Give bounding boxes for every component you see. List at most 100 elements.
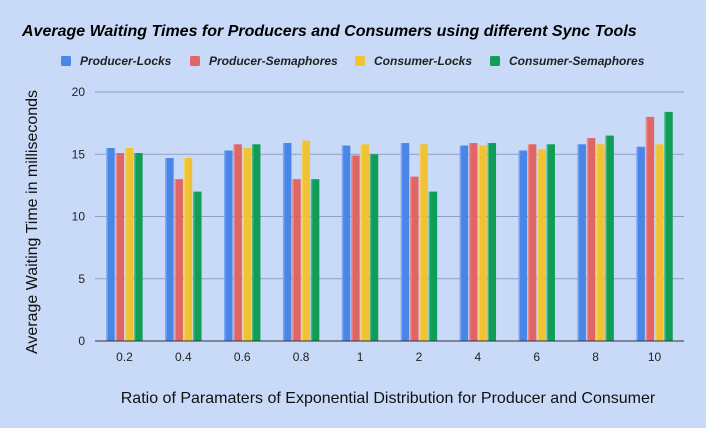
y-tick-label: 10 bbox=[72, 210, 86, 224]
bar bbox=[124, 148, 134, 341]
x-axis-title: Ratio of Paramaters of Exponential Distr… bbox=[121, 390, 656, 407]
bar-highlight bbox=[193, 191, 195, 341]
y-tick-label: 0 bbox=[78, 334, 85, 348]
bar bbox=[369, 154, 379, 341]
bar bbox=[586, 138, 596, 341]
bar bbox=[596, 144, 605, 341]
bar bbox=[351, 155, 360, 341]
bar-highlight bbox=[537, 149, 539, 341]
bar-highlight bbox=[183, 157, 186, 341]
bar-highlight bbox=[468, 143, 471, 341]
bar-highlight bbox=[124, 148, 127, 341]
bar bbox=[400, 143, 410, 341]
bar-highlight bbox=[428, 191, 431, 341]
legend-swatch bbox=[490, 56, 500, 66]
bar-highlight bbox=[605, 135, 607, 341]
bar bbox=[487, 143, 497, 341]
bar bbox=[193, 191, 202, 341]
bar-highlight bbox=[233, 144, 235, 341]
bar bbox=[664, 111, 673, 341]
bar bbox=[134, 153, 143, 341]
bar bbox=[106, 148, 115, 341]
bar-highlight bbox=[224, 150, 226, 341]
bar-highlight bbox=[310, 179, 313, 341]
y-tick-label: 5 bbox=[78, 272, 85, 286]
bar-highlight bbox=[301, 140, 304, 341]
legend-swatch bbox=[355, 56, 365, 66]
bar bbox=[174, 179, 183, 341]
bar bbox=[310, 179, 320, 341]
bar-highlight bbox=[174, 179, 176, 341]
bar bbox=[419, 144, 428, 341]
bar bbox=[537, 149, 546, 341]
bar bbox=[292, 179, 301, 341]
y-tick-label: 20 bbox=[72, 85, 86, 99]
bar bbox=[654, 144, 664, 341]
x-tick-label: 1 bbox=[357, 350, 364, 364]
bar bbox=[251, 144, 261, 341]
x-tick-label: 0.6 bbox=[234, 350, 251, 364]
legend-label: Consumer-Locks bbox=[374, 54, 472, 68]
bar-highlight bbox=[282, 143, 285, 341]
bar-highlight bbox=[478, 145, 480, 341]
bar bbox=[645, 116, 655, 342]
legend-swatch bbox=[61, 56, 71, 66]
bar-highlight bbox=[487, 143, 490, 341]
y-axis-title: Average Waiting Time in milliseconds bbox=[24, 90, 41, 354]
legend-label: Consumer-Semaphores bbox=[509, 54, 645, 68]
bar-highlight bbox=[419, 144, 421, 341]
bar-highlight bbox=[527, 144, 530, 341]
bar-highlight bbox=[115, 153, 118, 341]
legend-label: Producer-Semaphores bbox=[209, 54, 338, 68]
x-tick-label: 2 bbox=[416, 350, 423, 364]
bar bbox=[242, 148, 252, 341]
bar bbox=[341, 145, 351, 341]
legend-label: Producer-Locks bbox=[80, 54, 172, 68]
x-tick-label: 4 bbox=[475, 350, 482, 364]
x-tick-label: 10 bbox=[648, 350, 662, 364]
bar bbox=[468, 143, 478, 341]
bar bbox=[636, 146, 645, 341]
bar-highlight bbox=[636, 146, 638, 341]
bar-highlight bbox=[664, 111, 666, 341]
bar bbox=[360, 144, 369, 341]
bar-highlight bbox=[645, 116, 648, 342]
bar-highlight bbox=[410, 176, 412, 341]
bar-highlight bbox=[596, 144, 598, 341]
bar-highlight bbox=[242, 148, 245, 341]
bar-highlight bbox=[165, 157, 167, 341]
x-axis-ticks: 0.2 0.4 0.6 0.8 1 2 4 6 8 10 bbox=[116, 350, 661, 364]
bar-highlight bbox=[586, 138, 589, 341]
bar bbox=[478, 145, 487, 341]
bar-highlight bbox=[251, 144, 254, 341]
bar-highlight bbox=[577, 144, 579, 341]
bar bbox=[605, 135, 614, 341]
bar-highlight bbox=[341, 145, 344, 341]
bar-highlight bbox=[292, 179, 294, 341]
bar-highlight bbox=[459, 145, 462, 341]
bar bbox=[115, 153, 125, 341]
bar-highlight bbox=[360, 144, 362, 341]
x-tick-label: 0.8 bbox=[293, 350, 310, 364]
x-tick-label: 6 bbox=[533, 350, 540, 364]
x-tick-label: 8 bbox=[592, 350, 599, 364]
bar bbox=[224, 150, 233, 341]
bar bbox=[518, 150, 528, 341]
bar-highlight bbox=[654, 144, 657, 341]
x-tick-label: 0.4 bbox=[175, 350, 192, 364]
bar-highlight bbox=[518, 150, 521, 341]
bars bbox=[106, 111, 673, 342]
y-tick-label: 15 bbox=[72, 147, 86, 161]
y-axis-ticks: 0 5 10 15 20 bbox=[72, 85, 86, 348]
bar bbox=[546, 144, 555, 341]
bar-highlight bbox=[369, 154, 372, 341]
bar bbox=[301, 140, 311, 341]
bar bbox=[183, 157, 193, 341]
legend-swatch bbox=[190, 56, 200, 66]
bar bbox=[282, 143, 292, 341]
bar-highlight bbox=[546, 144, 548, 341]
bar-highlight bbox=[106, 148, 108, 341]
bar bbox=[165, 157, 174, 341]
